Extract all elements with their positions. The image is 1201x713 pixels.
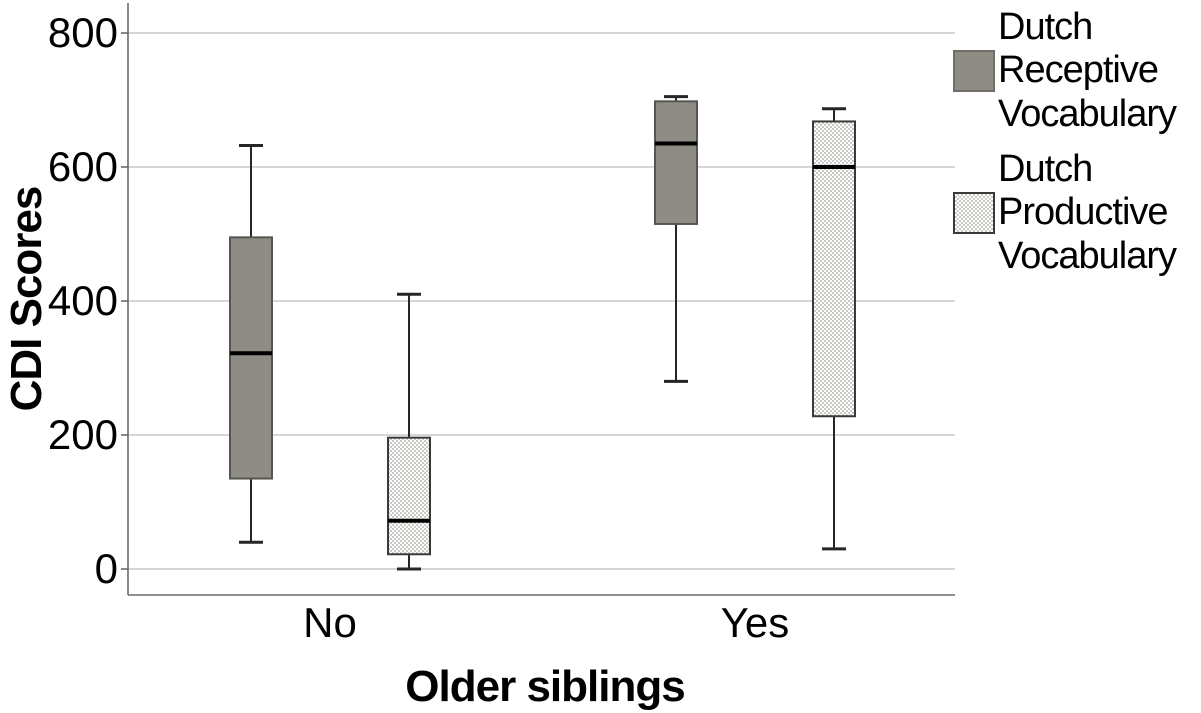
legend-entry-productive: Dutch Productive Vocabulary	[953, 148, 1199, 278]
y-axis-title: CDI Scores	[2, 186, 51, 412]
iqr-box	[654, 100, 698, 225]
legend-label: Dutch Receptive Vocabulary	[998, 6, 1177, 135]
checker-pattern-swatch-icon	[953, 191, 995, 234]
box-receptive-no	[229, 144, 273, 544]
legend-label: Dutch Productive Vocabulary	[998, 147, 1177, 277]
x-tick-label-yes: Yes	[720, 599, 790, 646]
y-tick-label-200: 200	[47, 411, 118, 458]
box-productive-yes	[812, 107, 856, 551]
solid-gray-swatch-icon	[953, 49, 995, 92]
y-tick-label-600: 600	[47, 143, 118, 190]
iqr-box	[229, 236, 273, 480]
box-receptive-yes	[654, 95, 698, 383]
x-tick-label-no: No	[303, 599, 357, 646]
y-tick-label-400: 400	[47, 277, 118, 324]
y-tick-label-0: 0	[94, 545, 118, 592]
legend-entry-receptive: Dutch Receptive Vocabulary	[953, 6, 1199, 136]
y-tick-label-800: 800	[47, 9, 118, 56]
iqr-box	[387, 436, 431, 556]
box-productive-no	[387, 292, 431, 571]
iqr-box	[812, 120, 856, 418]
legend: Dutch Receptive Vocabulary Dutch Producti…	[953, 6, 1199, 290]
x-axis-title: Older siblings	[405, 662, 685, 711]
